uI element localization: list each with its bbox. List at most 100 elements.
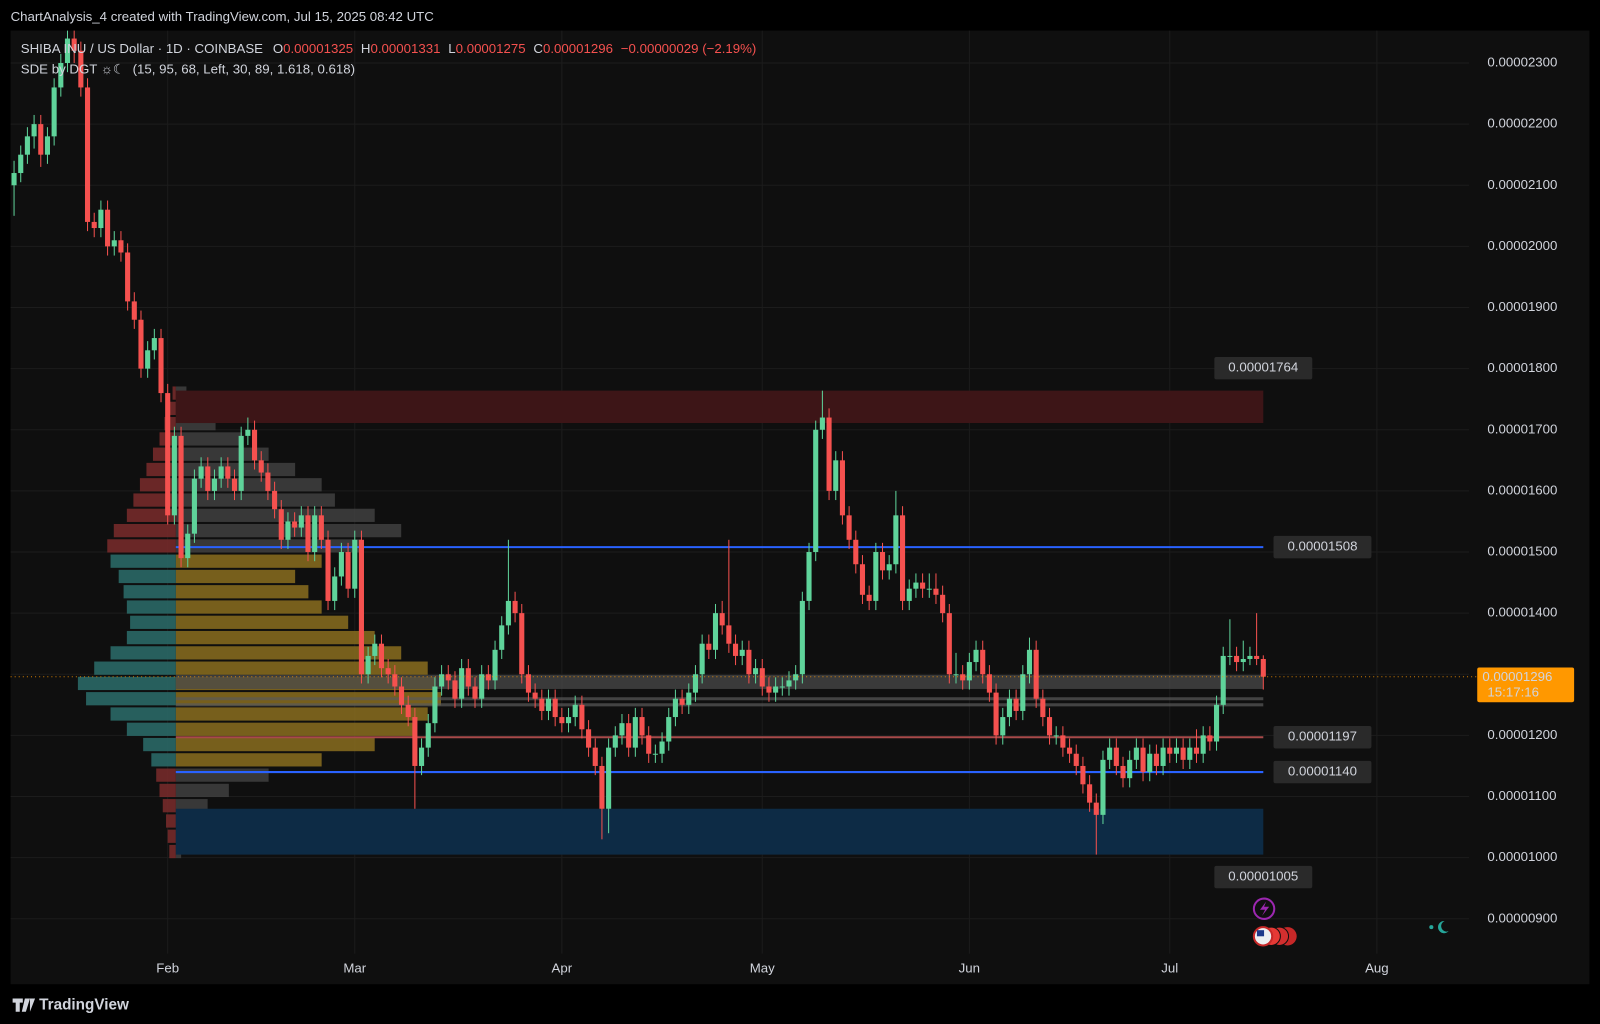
candle-body — [719, 613, 725, 626]
x-tick-label: Apr — [552, 960, 573, 975]
candle-body — [933, 588, 939, 595]
candle-body — [405, 704, 411, 718]
candle-body — [1093, 802, 1099, 815]
indicator-line: SDE by DGT ☼☾ (15, 95, 68, Left, 30, 89,… — [21, 61, 355, 76]
candle-body — [626, 723, 632, 748]
candle-body — [231, 478, 238, 491]
candle-body — [425, 723, 431, 748]
candle-body — [986, 674, 992, 693]
candle-body — [465, 668, 471, 687]
legend-line: SHIBA INU / US Dollar · 1D · COINBASE O0… — [21, 40, 757, 55]
candle-body — [559, 717, 565, 724]
y-tick-label: 0.00001200 — [1487, 727, 1557, 742]
candle-body — [699, 643, 705, 675]
candle-body — [946, 613, 952, 675]
candle-body — [672, 698, 678, 718]
x-tick-label: Jul — [1161, 960, 1178, 975]
candle-body — [38, 124, 44, 155]
candle-body — [1127, 759, 1133, 779]
profile-bar — [139, 478, 176, 492]
candle-body — [365, 655, 371, 675]
candle-body — [853, 539, 859, 565]
candle-body — [265, 472, 271, 491]
candle-body — [859, 564, 866, 595]
profile-bar — [175, 508, 375, 522]
candle-body — [452, 680, 458, 699]
candle-body — [726, 625, 732, 644]
candle-body — [926, 588, 932, 590]
candle-body — [619, 723, 625, 736]
candle-body — [1033, 649, 1039, 699]
candle-body — [332, 576, 338, 601]
candle-body — [940, 594, 946, 614]
candle-body — [565, 717, 572, 724]
y-tick-label: 0.00000900 — [1487, 910, 1557, 925]
candle-body — [1107, 747, 1113, 760]
zone — [175, 390, 1264, 424]
candle-body — [973, 649, 979, 663]
y-tick-label: 0.00002100 — [1487, 177, 1557, 192]
candle-body — [632, 717, 638, 748]
footer-logo: TradingView — [39, 997, 129, 1014]
profile-bar — [151, 753, 176, 767]
candle-body — [826, 417, 832, 491]
candle-body — [459, 668, 465, 699]
countdown: 15:17:16 — [1487, 685, 1539, 700]
candle-body — [866, 594, 872, 601]
candle-body — [686, 692, 692, 705]
event-icon[interactable] — [1252, 897, 1276, 920]
price-tag-box — [1273, 726, 1372, 749]
candle-body — [151, 338, 157, 351]
candle-body — [706, 643, 712, 650]
price-tag: 0.00001005 — [1228, 869, 1298, 884]
candle-body — [165, 393, 171, 516]
candle-body — [639, 717, 645, 736]
close-value: 0.00001296 — [543, 40, 613, 55]
candle-body — [78, 50, 84, 88]
price-tag-box — [1273, 760, 1372, 784]
candle-body — [793, 674, 799, 681]
candle-body — [492, 649, 498, 681]
profile-bar — [175, 554, 322, 568]
last-price: 0.00001296 — [1482, 669, 1552, 684]
last-price-box — [1477, 667, 1575, 703]
candle-body — [272, 490, 278, 510]
candle-body — [666, 717, 672, 742]
y-tick-label: 0.00002300 — [1487, 54, 1557, 69]
candle-body — [278, 509, 284, 540]
candle-body — [1234, 655, 1240, 663]
candle-body — [753, 668, 759, 675]
candle-body — [312, 515, 318, 553]
candle-body — [11, 173, 17, 186]
candle-body — [873, 552, 879, 601]
candle-body — [1073, 753, 1079, 766]
profile-bar — [175, 478, 322, 492]
candle-body — [1113, 747, 1119, 766]
price-tag-box — [1214, 356, 1313, 380]
candle-body — [786, 680, 792, 687]
candle-body — [51, 87, 57, 137]
candle-body — [846, 515, 852, 540]
candle-body — [1167, 747, 1173, 754]
profile-bar — [175, 462, 296, 477]
candle-body — [58, 62, 64, 88]
candle-body — [1153, 753, 1159, 766]
profile-bar — [159, 783, 176, 798]
profile-bar — [110, 554, 176, 568]
profile-bar — [167, 829, 176, 843]
y-tick-label: 0.00001400 — [1487, 605, 1557, 620]
x-tick-label: Jun — [959, 960, 980, 975]
profile-bar — [175, 493, 335, 507]
candle-body — [305, 515, 311, 553]
candle-body — [1087, 784, 1093, 803]
profile-bar — [169, 401, 176, 415]
profile-bar — [175, 585, 309, 599]
candle-body — [519, 613, 525, 675]
zone — [175, 808, 1264, 855]
profile-bar — [86, 692, 176, 706]
candle-body — [960, 674, 966, 681]
y-tick-label: 0.00001800 — [1487, 360, 1557, 375]
candle-body — [980, 649, 986, 675]
x-tick-label: May — [750, 960, 775, 975]
profile-bar — [146, 462, 176, 477]
